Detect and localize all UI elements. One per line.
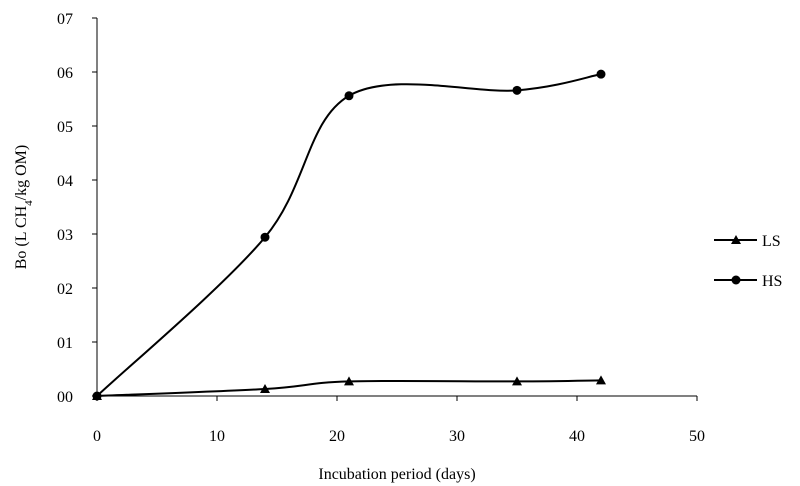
x-tick-label: 50 <box>689 428 705 445</box>
legend: LS HS <box>714 233 782 290</box>
legend-item-hs: HS <box>714 273 782 290</box>
series-line-hs <box>96 73 602 397</box>
x-tick-label: 40 <box>569 428 585 445</box>
y-axis-ticks: 00 01 02 03 04 05 06 07 <box>57 11 97 406</box>
x-axis-ticks: 0 10 20 30 40 50 <box>93 396 705 445</box>
y-tick-label: 04 <box>57 173 73 190</box>
legend-label: LS <box>762 233 781 250</box>
data-point-hs <box>512 85 522 95</box>
y-tick-label: 05 <box>57 119 73 136</box>
y-tick-label: 07 <box>57 11 73 28</box>
data-point-ls <box>512 376 522 386</box>
series-hs <box>92 69 606 401</box>
x-axis-title: Incubation period (days) <box>318 466 475 483</box>
y-axis-title: Bo (L CH4/kg OM) <box>13 145 35 269</box>
y-axis-title-subscript: 4 <box>23 200 35 206</box>
y-axis-title-main: Bo (L CH <box>13 205 30 269</box>
data-point-hs <box>596 69 606 79</box>
data-point-ls <box>344 376 354 386</box>
x-tick-label: 10 <box>209 428 225 445</box>
data-point-hs <box>260 232 270 242</box>
legend-label: HS <box>762 273 782 290</box>
axes <box>96 18 697 397</box>
series-layer <box>92 69 606 401</box>
legend-marker <box>731 235 741 244</box>
y-tick-label: 06 <box>57 65 73 82</box>
y-tick-label: 03 <box>57 227 73 244</box>
y-tick-label: 01 <box>57 335 73 352</box>
data-point-ls <box>260 383 270 393</box>
x-tick-label: 20 <box>329 428 345 445</box>
legend-marker <box>731 275 741 285</box>
data-point-hs <box>92 391 102 401</box>
y-tick-label: 00 <box>57 389 73 406</box>
x-tick-label: 30 <box>449 428 465 445</box>
x-tick-label: 0 <box>93 428 101 445</box>
data-point-hs <box>344 91 354 101</box>
legend-item-ls: LS <box>714 233 781 250</box>
y-tick-label: 02 <box>57 281 73 298</box>
y-axis-title-tail: /kg OM) <box>13 145 30 201</box>
data-point-ls <box>596 375 606 385</box>
